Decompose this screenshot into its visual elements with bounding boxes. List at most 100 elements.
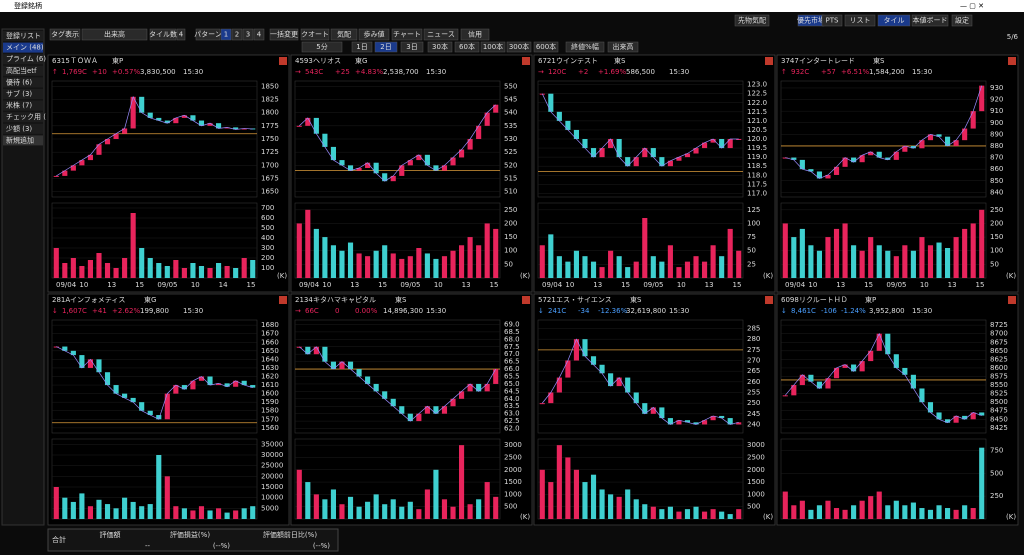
- button-bg[interactable]: [220, 28, 232, 41]
- sidebar-item[interactable]: メイン (48): [6, 44, 44, 52]
- button-label[interactable]: 先物気配: [738, 16, 766, 25]
- button-bg[interactable]: [533, 41, 559, 53]
- button-bg[interactable]: [607, 41, 639, 53]
- sidebar-item-bg[interactable]: [3, 42, 43, 53]
- button-label[interactable]: リスト: [850, 17, 871, 25]
- button-bg[interactable]: [460, 28, 490, 41]
- button-label[interactable]: 1日: [356, 43, 367, 51]
- button-bg[interactable]: [149, 28, 177, 41]
- button-label[interactable]: 一括変更: [270, 30, 298, 39]
- button-label[interactable]: 30本: [432, 42, 448, 51]
- button-bg[interactable]: [423, 28, 459, 41]
- button-label[interactable]: タイル数: [149, 30, 177, 39]
- button-bg[interactable]: [358, 28, 390, 41]
- button-bg[interactable]: [330, 28, 358, 41]
- button-label[interactable]: 優先市場: [797, 16, 825, 25]
- button-bg[interactable]: [844, 14, 876, 27]
- sidebar-item-bg[interactable]: [3, 100, 43, 111]
- button-label[interactable]: 4: [179, 31, 184, 39]
- sidebar-item-bg[interactable]: [3, 77, 43, 88]
- sidebar-item[interactable]: サブ (3): [6, 89, 32, 98]
- volume-bar: [416, 509, 422, 519]
- sidebar-item-bg[interactable]: [3, 112, 43, 123]
- sidebar-item-bg[interactable]: [3, 135, 43, 146]
- sidebar-item-bg[interactable]: [3, 54, 43, 65]
- close-button[interactable]: [765, 57, 773, 65]
- button-bg[interactable]: [951, 14, 973, 27]
- button-bg[interactable]: [480, 41, 506, 53]
- sidebar-item[interactable]: プライム (6): [6, 55, 46, 63]
- button-label[interactable]: 信用: [468, 30, 482, 39]
- volume-tick-label: 3000: [747, 441, 765, 449]
- button-label[interactable]: 5分: [316, 42, 327, 51]
- button-bg[interactable]: [81, 28, 148, 41]
- close-button[interactable]: [522, 57, 530, 65]
- button-bg[interactable]: [242, 28, 254, 41]
- sidebar-item-bg[interactable]: [3, 65, 43, 76]
- button-label[interactable]: タイル: [884, 16, 905, 25]
- close-button[interactable]: [1008, 57, 1016, 65]
- button-bg[interactable]: [176, 28, 186, 41]
- button-label[interactable]: 60本: [459, 42, 475, 51]
- button-bg[interactable]: [391, 28, 423, 41]
- button-label[interactable]: 3日: [406, 43, 417, 51]
- sidebar-item-bg[interactable]: [3, 89, 43, 99]
- button-label[interactable]: 4: [257, 31, 262, 39]
- button-bg[interactable]: [454, 41, 480, 53]
- button-label[interactable]: 1: [224, 31, 228, 39]
- sidebar-item[interactable]: チェック用 (: [6, 113, 46, 121]
- button-label[interactable]: 2: [235, 31, 239, 39]
- button-label[interactable]: 歩み値: [364, 30, 385, 39]
- button-bg[interactable]: [49, 28, 81, 41]
- button-bg[interactable]: [821, 14, 843, 27]
- button-bg[interactable]: [374, 41, 398, 53]
- button-bg[interactable]: [427, 41, 453, 53]
- button-label[interactable]: ニュース: [427, 31, 455, 39]
- button-label[interactable]: クオート: [301, 31, 329, 39]
- sidebar-item[interactable]: 少額 (3): [6, 124, 32, 133]
- candle: [164, 393, 170, 420]
- sidebar-item[interactable]: 高配当etf: [6, 66, 37, 75]
- close-button[interactable]: [279, 57, 287, 65]
- button-label[interactable]: 出来高: [613, 42, 634, 51]
- button-label[interactable]: チャート: [393, 31, 421, 39]
- button-bg[interactable]: [269, 28, 299, 41]
- button-bg[interactable]: [506, 41, 532, 53]
- button-label[interactable]: 100本: [483, 42, 503, 51]
- button-label[interactable]: 気配: [337, 30, 351, 39]
- button-label[interactable]: 本値ボード: [913, 16, 948, 25]
- close-button[interactable]: [765, 296, 773, 304]
- button-label[interactable]: タグ表示: [51, 30, 79, 39]
- close-button[interactable]: [279, 296, 287, 304]
- sidebar-item-bg[interactable]: [3, 31, 43, 41]
- sidebar-item[interactable]: 新規追加: [6, 135, 34, 144]
- sidebar-item[interactable]: 米株 (7): [6, 101, 32, 110]
- close-button[interactable]: [522, 296, 530, 304]
- button-bg[interactable]: [877, 14, 911, 27]
- button-bg[interactable]: [400, 41, 424, 53]
- volume-bar: [241, 508, 247, 519]
- button-label[interactable]: 2日: [380, 43, 391, 51]
- button-label[interactable]: 設定: [955, 16, 969, 25]
- button-bg[interactable]: [253, 28, 265, 41]
- button-label[interactable]: 出来高: [104, 30, 125, 39]
- button-bg[interactable]: [565, 41, 605, 53]
- button-label[interactable]: 3: [246, 31, 250, 39]
- button-bg[interactable]: [300, 28, 330, 41]
- button-bg[interactable]: [195, 28, 221, 41]
- button-label[interactable]: パターン: [194, 30, 222, 39]
- window-controls[interactable]: — ▢ ✕: [960, 2, 984, 10]
- button-bg[interactable]: [734, 14, 770, 27]
- sidebar-item[interactable]: 優待 (6): [6, 77, 32, 86]
- button-label[interactable]: 終値%幅: [571, 42, 599, 51]
- button-bg[interactable]: [301, 41, 343, 53]
- sidebar-item[interactable]: 登録リスト: [6, 31, 41, 40]
- button-label[interactable]: PTS: [826, 17, 839, 25]
- close-button[interactable]: [1008, 296, 1016, 304]
- button-bg[interactable]: [351, 41, 373, 53]
- button-bg[interactable]: [911, 14, 949, 27]
- button-label[interactable]: 300本: [509, 42, 529, 51]
- button-bg[interactable]: [231, 28, 243, 41]
- sidebar-item-bg[interactable]: [3, 123, 43, 134]
- button-label[interactable]: 600本: [536, 42, 556, 51]
